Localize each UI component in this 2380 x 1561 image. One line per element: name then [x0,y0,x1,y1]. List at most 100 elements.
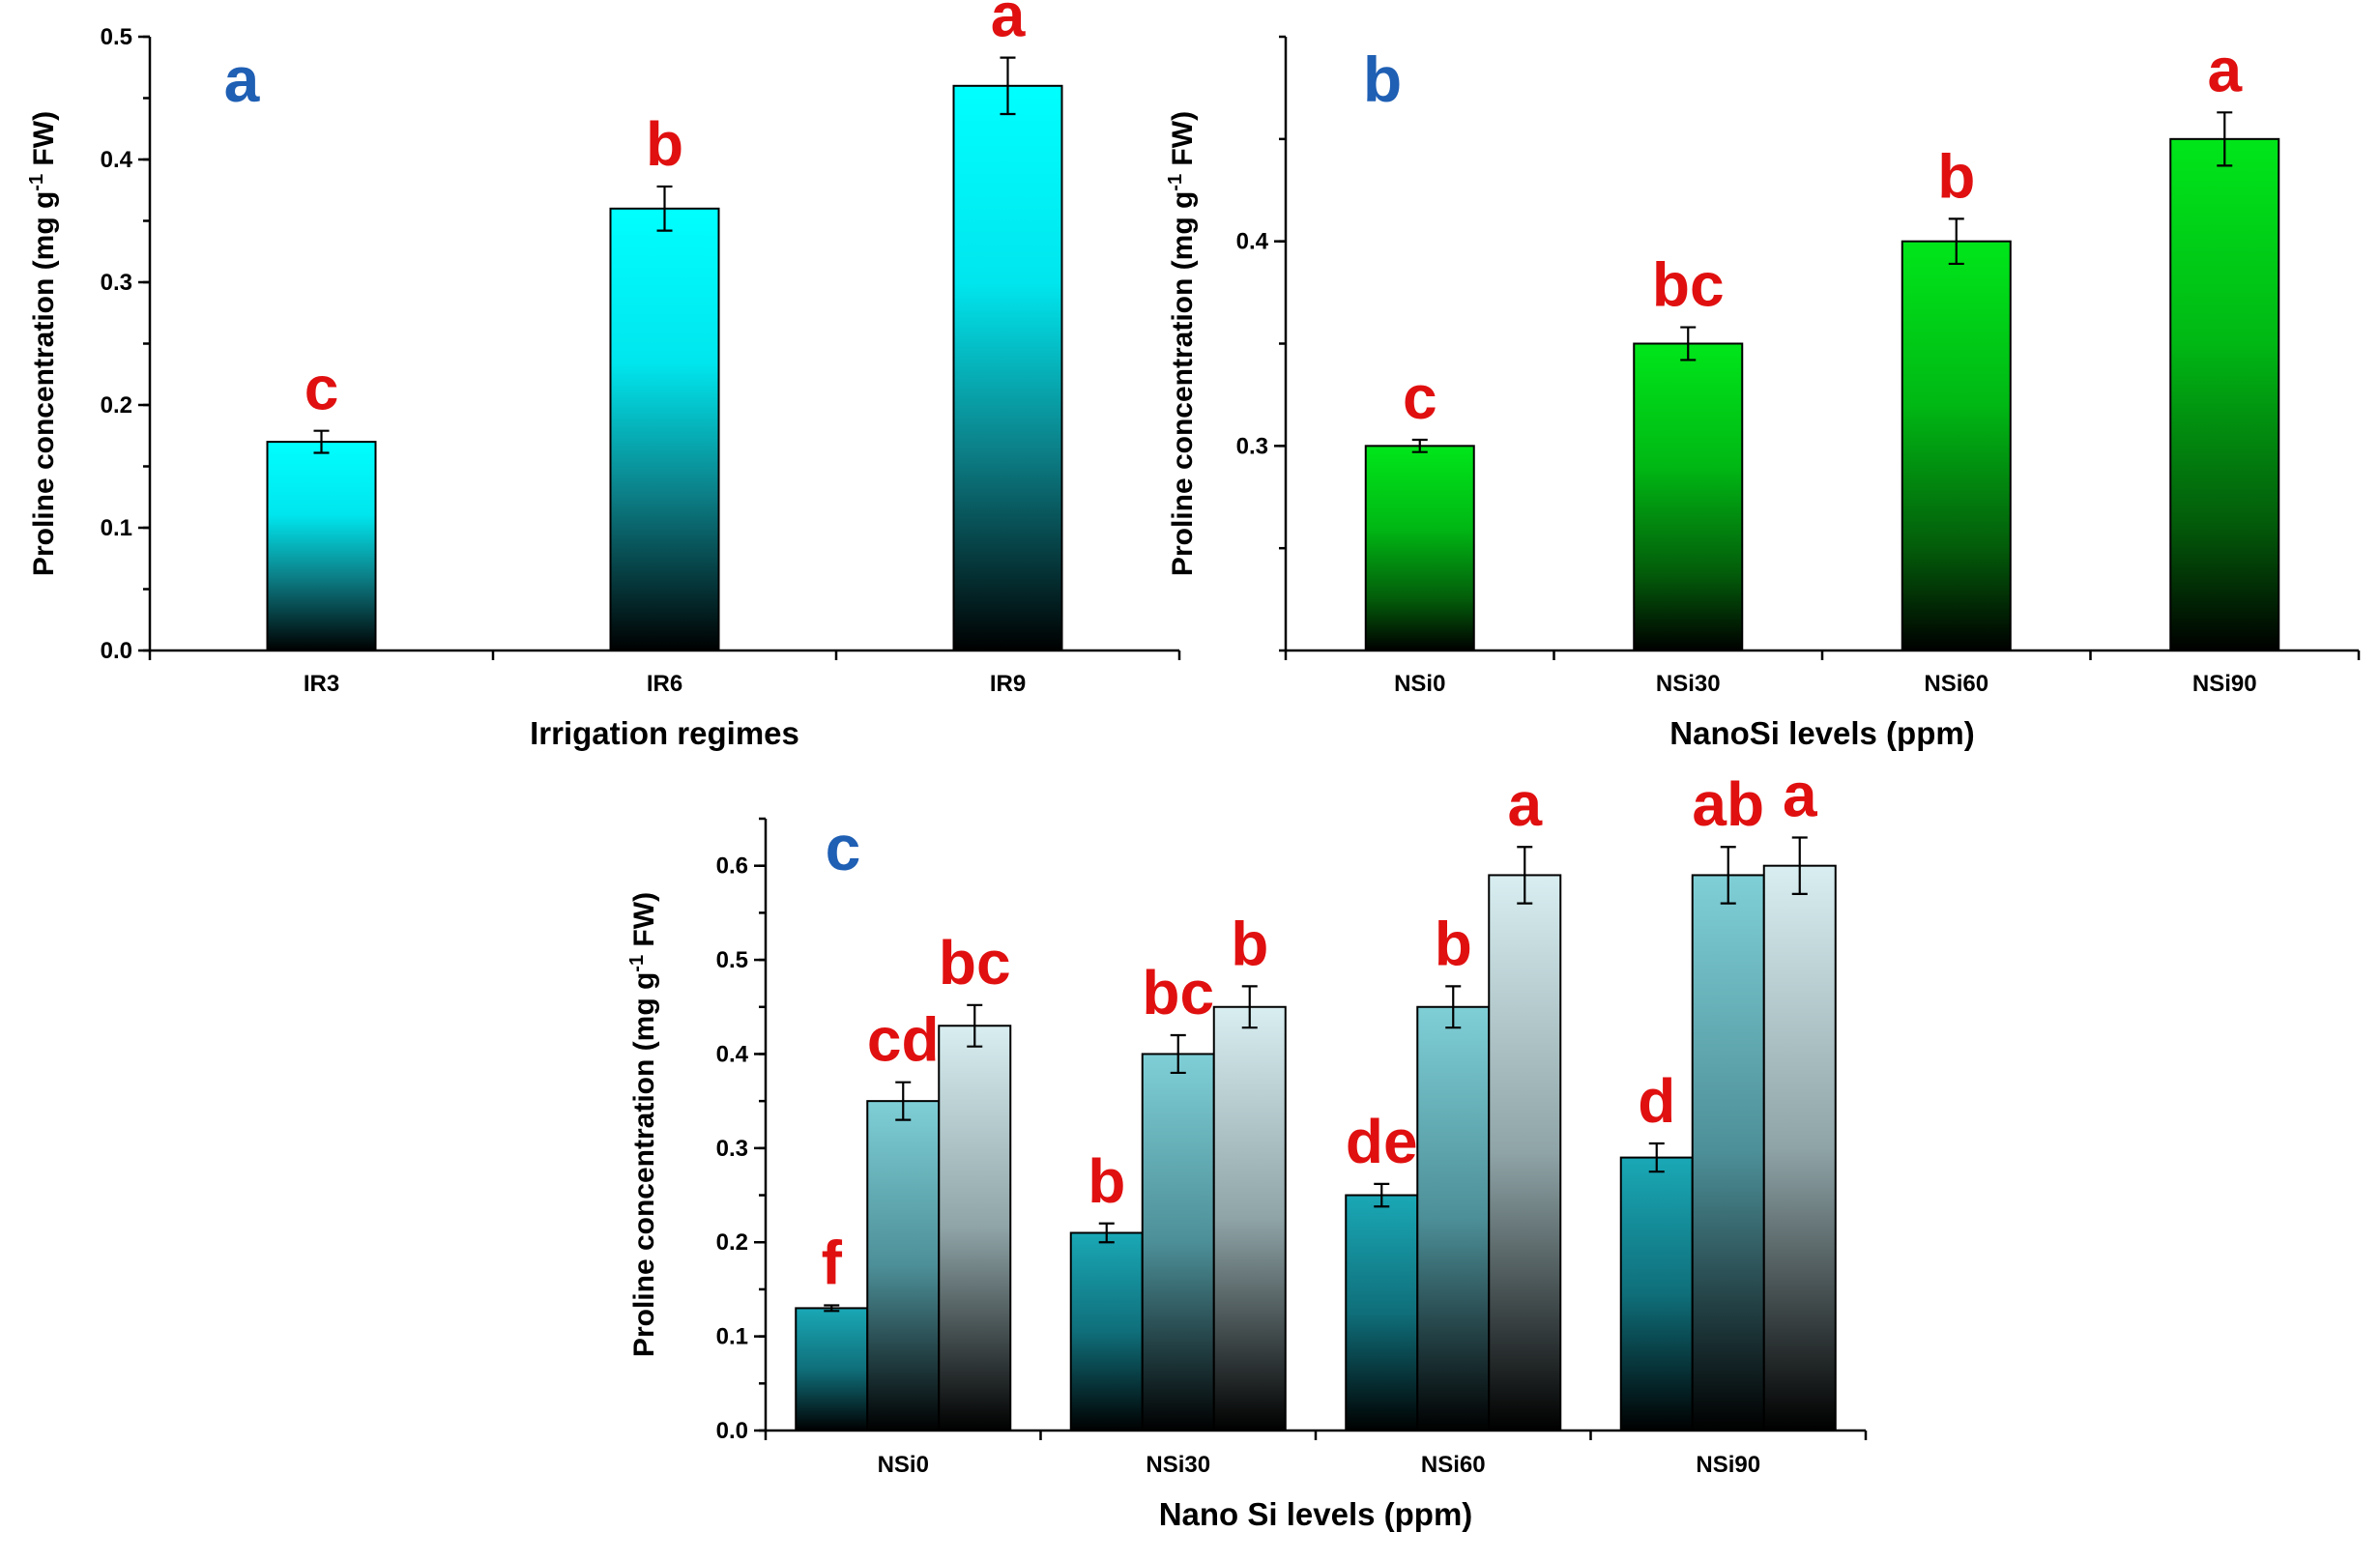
y-tick-label: 0.3 [101,270,132,296]
bar [1901,240,2012,652]
y-tick-label: 0.1 [101,515,132,541]
bar [1364,445,1475,652]
error-bar [1411,438,1428,453]
bar [2169,137,2280,652]
panel-letter: c [826,812,861,883]
y-axis-title: Proline concentration (mg g-1 FW) [1165,111,1199,576]
y-axis-title-prefix: Proline concentration (mg g [28,191,60,576]
significance-letter: b [1088,1146,1125,1216]
error-bar [1648,1142,1665,1173]
y-tick-label: 0.5 [716,947,748,973]
x-tick-label: NSi60 [1421,1452,1486,1478]
x-axis-title: Nano Si levels (ppm) [1159,1496,1473,1532]
significance-letter: b [1937,141,1975,211]
bar [866,1100,941,1431]
panel-letter: b [1363,43,1402,115]
y-tick-label: 0.2 [716,1229,748,1256]
y-axis-title: Proline concentration (mg g-1 FW) [626,892,660,1357]
significance-letter: a [2207,35,2242,104]
y-tick-label: 0.4 [716,1041,749,1067]
significance-letter: ab [1692,769,1764,839]
error-bar [895,1081,912,1121]
x-tick-label: NSi30 [1656,671,1721,697]
error-bar [1948,217,1964,266]
x-tick-label: IR9 [990,671,1026,697]
panel-a-chart: 0.0 0.1 0.2 0.3 0.4 0.5 IR3 IR6 IR9 c b a a Irrigatio… [26,0,1181,751]
y-tick-label: 0.6 [716,853,748,880]
significance-letter: a [1783,760,1817,829]
bar [1762,864,1837,1431]
bar [609,207,720,652]
y-tick-label: 0.0 [716,1418,748,1444]
bar [1691,874,1765,1431]
error-bar [1680,326,1697,361]
significance-letter: f [822,1228,843,1297]
y-axis-title-sup: -1 [1165,174,1186,191]
y-axis-title-sup: -1 [26,174,47,191]
significance-letter: bc [1652,250,1725,320]
x-tick-label: NSi90 [2192,671,2257,697]
bar [266,441,377,651]
error-bar [1374,1182,1390,1208]
error-bar [2217,111,2233,167]
error-bar [1720,846,1736,905]
bar [795,1307,869,1432]
x-tick-label: NSi30 [1146,1452,1210,1478]
significance-letter: b [1231,909,1268,978]
significance-letter: bc [1142,958,1214,1027]
y-tick-label: 0.5 [101,24,132,50]
bar [1141,1053,1215,1431]
x-tick-label: NSi0 [1394,671,1445,697]
y-axis-title: Proline concentration (mg g-1 FW) [26,111,60,576]
y-axis-title-suffix: FW) [628,892,660,955]
y-tick-label: 0.4 [1236,229,1269,255]
significance-letter: d [1638,1066,1675,1136]
error-bar [1791,836,1808,896]
x-tick-label: NSi90 [1696,1452,1760,1478]
error-bar [1000,56,1016,116]
significance-letter: c [305,354,339,423]
significance-letter: de [1346,1107,1418,1176]
x-tick-label: IR6 [647,671,682,697]
panel-letter: a [224,43,261,115]
y-axis-title-prefix: Proline concentration (mg g [1167,191,1199,576]
y-axis-title-sup: -1 [626,955,648,972]
error-bar [1445,985,1462,1029]
bar [952,84,1063,652]
y-tick-label: 0.1 [716,1324,748,1350]
bar [1619,1156,1694,1431]
error-bar [967,1003,983,1048]
significance-letter: bc [939,928,1011,997]
error-bar [1241,985,1258,1029]
significance-letter: b [1435,909,1472,978]
x-tick-label: NSi60 [1924,671,1988,697]
y-tick-label: 0.0 [101,638,132,664]
y-axis-title-prefix: Proline concentration (mg g [628,972,660,1357]
x-tick-label: NSi0 [878,1452,929,1478]
bar [1069,1231,1144,1431]
bar [1633,342,1744,651]
significance-letter: cd [867,1005,940,1075]
bar [1416,1005,1491,1432]
error-bar [824,1304,840,1313]
y-tick-label: 0.4 [101,147,133,173]
y-axis-title-suffix: FW) [28,111,60,174]
significance-letter: a [1507,769,1542,839]
bar [1345,1194,1419,1431]
x-axis-title: NanoSi levels (ppm) [1669,715,1974,751]
bar [938,1025,1012,1431]
error-bar [1517,846,1533,905]
error-bar [656,185,673,232]
x-axis-title: Irrigation regimes [530,715,799,751]
error-bar [1098,1222,1115,1244]
error-bar [1170,1033,1186,1075]
bar [1488,874,1562,1431]
significance-letter: b [646,109,683,179]
x-tick-label: IR3 [304,671,339,697]
error-bar [313,429,330,454]
panel-b-chart: 0.3 0.4 NSi0 NSi30 NSi60 NSi90 c bc b a b NanoSi le… [1165,35,2361,751]
y-tick-label: 0.3 [1236,433,1268,459]
y-tick-label: 0.3 [716,1136,748,1162]
bar [1212,1005,1287,1432]
